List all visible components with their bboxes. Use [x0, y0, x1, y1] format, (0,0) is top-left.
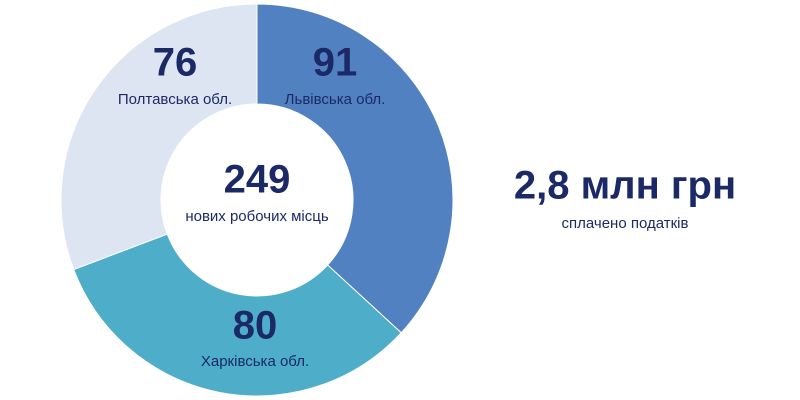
segment-label: Полтавська обл.: [118, 91, 232, 108]
segment-label: Львівська обл.: [285, 91, 386, 108]
donut: [60, 3, 454, 397]
stat-value: 2,8 млн грн: [514, 164, 736, 208]
stat-label: сплачено податків: [562, 215, 689, 232]
center-label: нових робочих місць: [185, 208, 329, 225]
donut-segment: [256, 3, 454, 334]
donut-segment: [60, 3, 258, 271]
segment-value: 91: [313, 41, 358, 85]
segment-value: 76: [153, 41, 198, 85]
segment-value: 80: [233, 304, 278, 348]
segment-label: Харківська обл.: [201, 353, 309, 370]
center-value: 249: [224, 158, 291, 202]
donut-segment: [73, 233, 402, 397]
